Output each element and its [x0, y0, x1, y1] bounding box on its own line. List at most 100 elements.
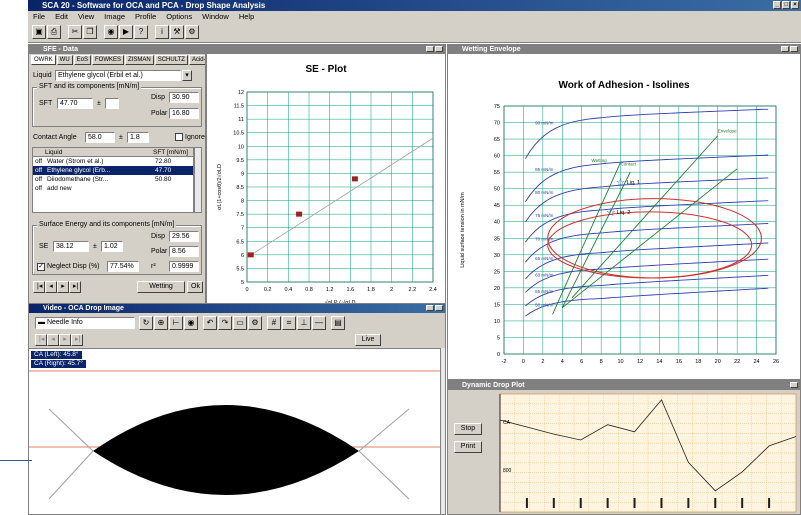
camera-icon[interactable]: ◉: [104, 25, 118, 39]
tab-owrk[interactable]: OWRK: [31, 55, 56, 65]
menu-item-image[interactable]: Image: [104, 12, 126, 21]
settings-icon[interactable]: ⚙: [248, 316, 262, 330]
rotate-icon[interactable]: ↻: [139, 316, 153, 330]
chart-icon[interactable]: ⌗: [282, 316, 296, 330]
close-icon[interactable]: [435, 46, 443, 52]
sft-polar-field[interactable]: 16.80: [169, 108, 199, 119]
sft-disp-field[interactable]: 30.90: [169, 92, 199, 103]
camera-icon[interactable]: ◉: [184, 316, 198, 330]
neglect-field[interactable]: 77.54%: [107, 261, 139, 272]
minimize-icon[interactable]: [426, 46, 434, 52]
line-icon[interactable]: —: [312, 316, 326, 330]
gear-icon[interactable]: ⚙: [185, 25, 199, 39]
liquid-dropdown-icon[interactable]: ▾: [182, 70, 192, 81]
menu-item-options[interactable]: Options: [166, 12, 193, 21]
tool-icon[interactable]: ⚒: [170, 25, 184, 39]
y-tick-label: 70: [494, 121, 500, 127]
table-row[interactable]: off Ethylene glycol (Erb... 47.70: [33, 166, 193, 175]
prev-icon[interactable]: ◂: [45, 281, 57, 293]
liquid-marker-star[interactable]: ☆: [616, 177, 626, 189]
menu-item-profile[interactable]: Profile: [135, 12, 157, 21]
table-row[interactable]: off add new: [33, 184, 193, 193]
liquid-marker-star[interactable]: ☆: [606, 207, 616, 219]
column-header[interactable]: SFT [mN/m]: [153, 149, 188, 156]
video-scrollbar[interactable]: [440, 348, 445, 514]
needle-mode-select[interactable]: ▬ Needle Info: [35, 317, 135, 329]
live-view-button[interactable]: Live 88: [355, 334, 381, 346]
sft-dev-field[interactable]: [105, 98, 119, 109]
ignore-checkbox[interactable]: [175, 133, 183, 141]
menu-item-edit[interactable]: Edit: [55, 12, 69, 21]
zoom-icon[interactable]: ⊕: [154, 316, 168, 330]
next-icon[interactable]: ▸: [57, 281, 69, 293]
menu-item-file[interactable]: File: [33, 12, 46, 21]
tab-zisman[interactable]: ZISMAN: [125, 55, 154, 65]
menu-item-window[interactable]: Window: [202, 12, 229, 21]
tab-acid-base[interactable]: Acid-Base: [188, 55, 205, 65]
sft-field[interactable]: 47.70: [57, 98, 93, 109]
grid-icon[interactable]: #: [267, 316, 281, 330]
table-scrollbar[interactable]: [194, 147, 202, 213]
last-frame-icon[interactable]: ▸|: [71, 334, 83, 346]
contact-angle-field[interactable]: 58.0: [85, 132, 115, 143]
fit-line: [246, 137, 434, 258]
column-header[interactable]: Liquid: [45, 149, 63, 156]
export-icon[interactable]: ▤: [331, 316, 345, 330]
menu-item-help[interactable]: Help: [238, 12, 255, 21]
save-icon[interactable]: ▣: [32, 25, 46, 39]
tab-wu[interactable]: WU: [56, 55, 73, 65]
next-frame-icon[interactable]: ▸: [59, 334, 71, 346]
redo-icon[interactable]: ↷: [218, 316, 232, 330]
print-button[interactable]: Print: [454, 441, 482, 453]
y-tick-label: 25: [494, 269, 500, 275]
se-field[interactable]: 38.12: [53, 241, 89, 252]
cut-icon[interactable]: ✂: [68, 25, 82, 39]
ok-button[interactable]: Ok: [187, 281, 203, 293]
help-icon[interactable]: ?: [134, 25, 148, 39]
data-point[interactable]: [296, 211, 303, 217]
close-icon[interactable]: [790, 382, 798, 388]
close-icon[interactable]: [790, 46, 798, 52]
stop-button[interactable]: Stop 1 H: [454, 423, 482, 435]
row-flag[interactable]: off: [35, 176, 43, 183]
r2-field[interactable]: 0.9999: [169, 261, 199, 272]
table-row[interactable]: off Water (Strom et al.) 72.80: [33, 157, 193, 166]
liquid-select[interactable]: Ethylene glycol (Erbil et al.): [55, 70, 181, 81]
tab-schultz[interactable]: SCHULTZ: [154, 55, 188, 65]
minimize-icon[interactable]: _: [773, 1, 781, 9]
copy-icon[interactable]: ❐: [83, 25, 97, 39]
print-icon[interactable]: ⎙: [47, 25, 61, 39]
undo-icon[interactable]: ↶: [203, 316, 217, 330]
x-tick-label: 12: [637, 359, 643, 365]
monitor-icon[interactable]: ▭: [233, 316, 247, 330]
se-disp-field[interactable]: 29.56: [169, 231, 199, 242]
neglect-checkbox[interactable]: ✓: [37, 263, 45, 271]
wetting-envelope-button[interactable]: Wetting Envelope: [137, 281, 185, 293]
se-polar-field[interactable]: 8.56: [169, 246, 199, 257]
minimize-icon[interactable]: [426, 305, 434, 311]
row-flag[interactable]: off: [35, 167, 43, 174]
close-icon[interactable]: ×: [791, 1, 799, 9]
prev-frame-icon[interactable]: ◂: [47, 334, 59, 346]
maximize-icon[interactable]: □: [782, 1, 790, 9]
menu-item-view[interactable]: View: [78, 12, 95, 21]
first-icon[interactable]: |◂: [33, 281, 45, 293]
se-dev-field[interactable]: 1.02: [101, 241, 123, 252]
measure-icon[interactable]: ⊢: [169, 316, 183, 330]
first-frame-icon[interactable]: |◂: [35, 334, 47, 346]
contact-dev-field[interactable]: 1.8: [127, 132, 149, 143]
last-icon[interactable]: ▸|: [69, 281, 81, 293]
video-icon[interactable]: ▶: [119, 25, 133, 39]
table-row[interactable]: off Diiodomethane (Str... 50.80: [33, 175, 193, 184]
time-tick: [660, 498, 663, 508]
tab-eos[interactable]: EoS: [73, 55, 92, 65]
tab-fowkes[interactable]: FOWKES: [92, 55, 125, 65]
info-icon[interactable]: i: [155, 25, 169, 39]
data-point[interactable]: [247, 252, 254, 258]
baseline-icon[interactable]: ⊥: [297, 316, 311, 330]
data-point[interactable]: [351, 176, 358, 182]
row-flag[interactable]: off: [35, 185, 43, 192]
row-flag[interactable]: off: [35, 158, 43, 165]
minimize-icon[interactable]: [781, 46, 789, 52]
close-icon[interactable]: [435, 305, 443, 311]
